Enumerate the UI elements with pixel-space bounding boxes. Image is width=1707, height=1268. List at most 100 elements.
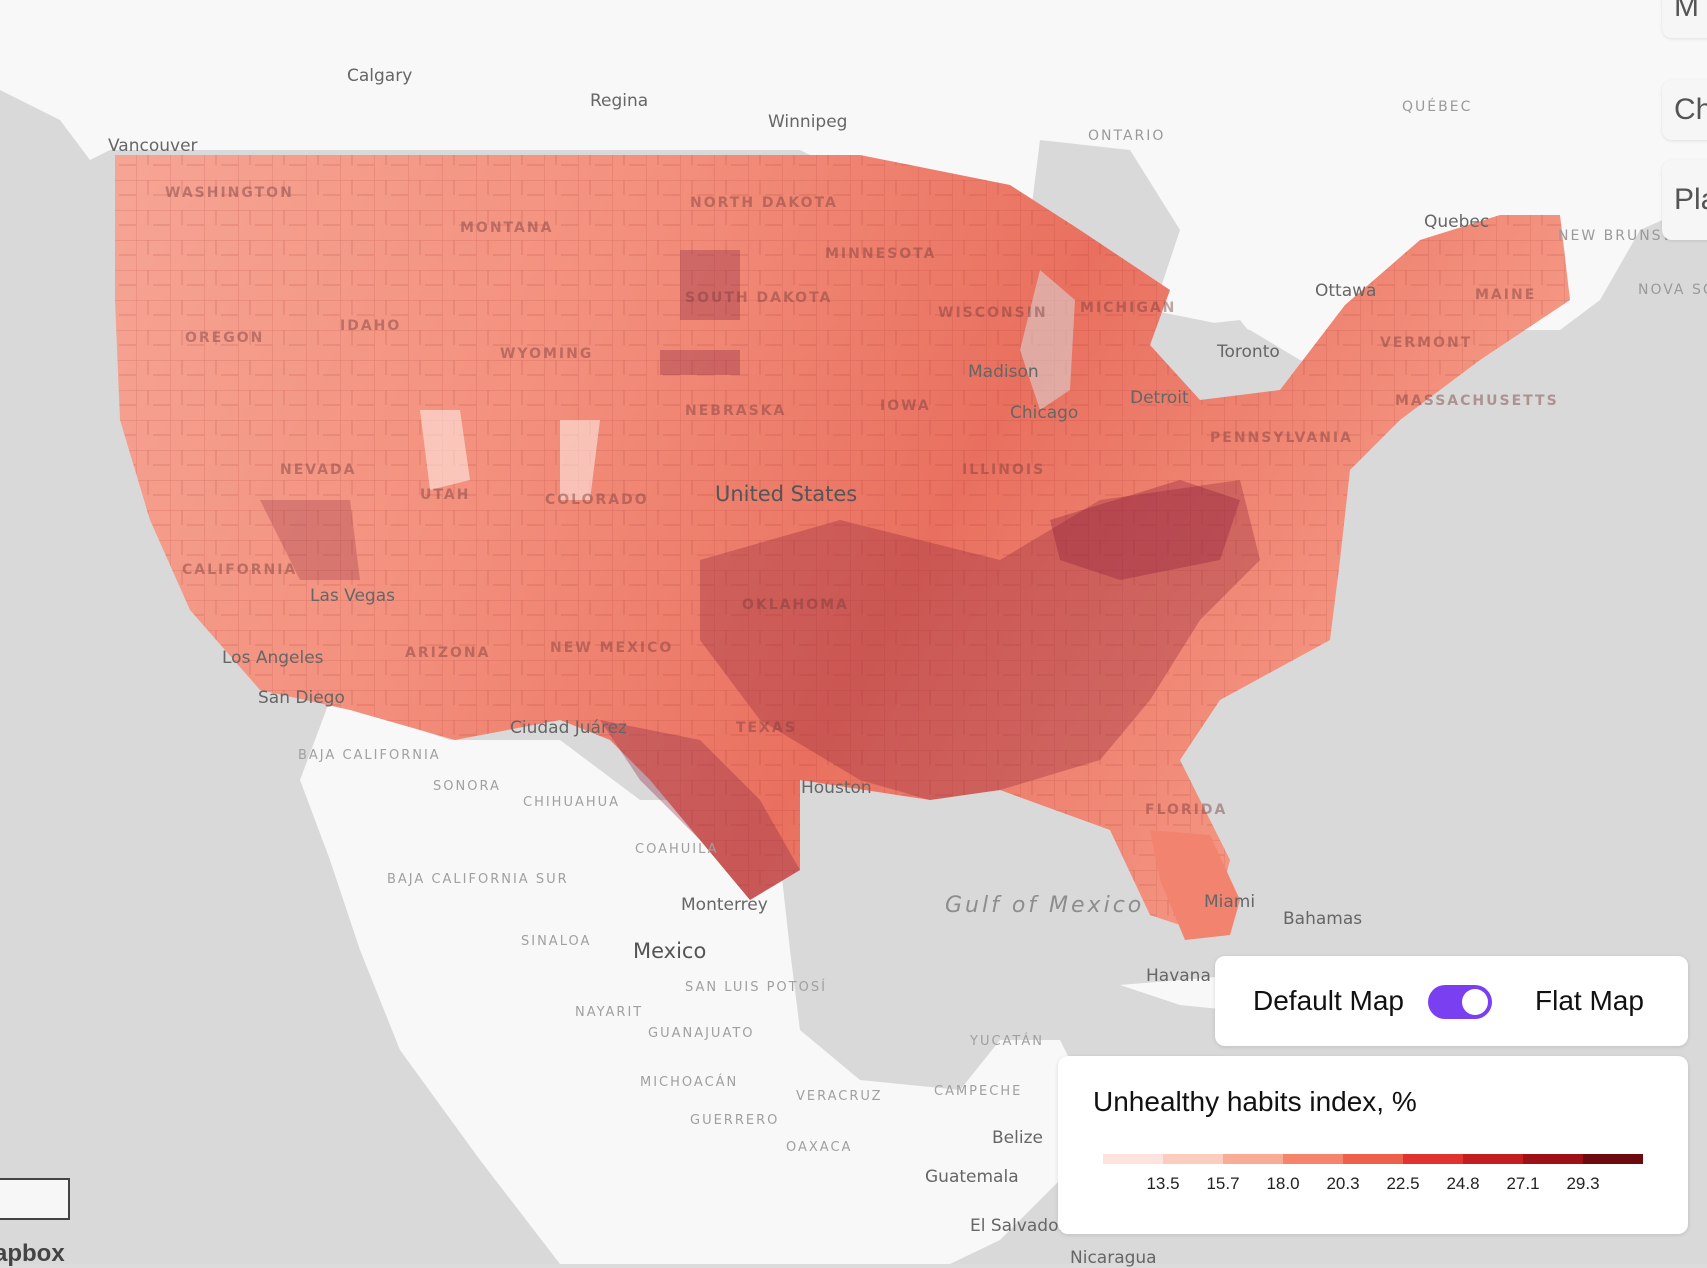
hotspot-dakota [660, 250, 740, 375]
legend-tick-label: 24.8 [1446, 1174, 1480, 1193]
map-label: WASHINGTON [165, 185, 294, 201]
map-label: MICHOACÁN [640, 1075, 739, 1090]
map-label: Guatemala [925, 1167, 1019, 1187]
legend-swatch [1583, 1154, 1643, 1164]
map-label: MAINE [1475, 287, 1537, 303]
legend-tick-label: 13.5 [1146, 1174, 1180, 1193]
map-label: BAJA CALIFORNIA [298, 748, 441, 763]
map-label: SONORA [433, 779, 501, 794]
light-utah-area [420, 410, 600, 500]
side-button-pla[interactable]: Pla [1662, 160, 1707, 240]
map-label: YUCATÁN [970, 1034, 1044, 1049]
legend-tick-label: 20.3 [1326, 1174, 1360, 1193]
map-label: COLORADO [545, 492, 649, 508]
map-label: NOVA SCOTIA [1638, 282, 1707, 298]
florida-peninsula [1150, 830, 1240, 940]
map-label: United States [715, 482, 858, 506]
mexico-land [300, 700, 1090, 1264]
map-label: Gulf of Mexico [945, 893, 1145, 918]
map-label: FLORIDA [1145, 802, 1228, 818]
switch-knob [1462, 989, 1488, 1015]
map-label: NORTH DAKOTA [690, 195, 838, 211]
map-label: ONTARIO [1088, 128, 1166, 144]
flat-map-label[interactable]: Flat Map [1535, 985, 1644, 1016]
map-label: CALIFORNIA [182, 562, 298, 578]
legend-swatch [1223, 1154, 1283, 1164]
side-button-label: M [1674, 0, 1699, 23]
map-label: Vancouver [108, 136, 198, 156]
map-label: Madison [968, 362, 1039, 382]
map-label: WYOMING [500, 346, 594, 362]
legend: Unhealthy habits index, % 13.5 15.7 18.0 20… [1058, 1056, 1688, 1234]
map-label: OKLAHOMA [742, 597, 849, 613]
side-button-ch[interactable]: Ch [1662, 80, 1707, 140]
legend-swatch [1283, 1154, 1343, 1164]
map-label: IOWA [880, 398, 931, 414]
map-label: Los Angeles [222, 648, 324, 668]
map-label: Havana [1146, 966, 1211, 986]
map-label: CHIHUAHUA [523, 795, 621, 810]
legend-tick-label: 22.5 [1386, 1174, 1420, 1193]
great-lakes [1030, 140, 1260, 360]
legend-swatch [1403, 1154, 1463, 1164]
map-label: SOUTH DAKOTA [685, 290, 833, 306]
map-label: Miami [1204, 892, 1256, 912]
map-label: TEXAS [736, 720, 797, 736]
us-county-grid [115, 155, 1570, 935]
map-label: ARIZONA [405, 645, 491, 661]
hotspot-texas-border [600, 720, 800, 900]
hotspot-south [700, 480, 1260, 800]
map-label: QUÉBEC [1402, 99, 1473, 115]
map-label: San Diego [258, 688, 345, 708]
side-button-label: Ch [1674, 93, 1707, 126]
map-label: VERACRUZ [796, 1089, 883, 1104]
map-label: NEBRASKA [685, 403, 787, 419]
map-label: VERMONT [1380, 335, 1473, 351]
legend-swatch [1343, 1154, 1403, 1164]
map-label: SAN LUIS POTOSÍ [685, 980, 827, 995]
map-label: Ciudad Juárez [510, 718, 627, 738]
legend-swatch [1463, 1154, 1523, 1164]
legend-tick-label: 27.1 [1506, 1174, 1540, 1193]
legend-color-scale [1103, 1154, 1643, 1164]
legend-tick-label: 15.7 [1206, 1174, 1240, 1193]
map-label: MICHIGAN [1080, 300, 1177, 316]
canada-land [0, 0, 1707, 380]
map-label: Winnipeg [768, 112, 848, 132]
map-label: WISCONSIN [938, 305, 1048, 321]
map-label: IDAHO [340, 318, 402, 334]
map-label: UTAH [420, 487, 471, 503]
legend-tick-label: 18.0 [1266, 1174, 1300, 1193]
map-label: NEW MEXICO [550, 640, 674, 656]
legend-swatch [1103, 1154, 1163, 1164]
map-label: CAMPECHE [934, 1084, 1023, 1099]
map-label: NEVADA [280, 462, 357, 478]
mapbox-logo[interactable]: apbox [0, 1240, 65, 1267]
map-label: OAXACA [786, 1140, 853, 1155]
hotspot-nevada [260, 500, 360, 580]
map-label: SINALOA [521, 934, 592, 949]
map-label: MONTANA [460, 220, 554, 236]
side-button-label: Pla [1674, 183, 1707, 216]
map-label: OREGON [185, 330, 265, 346]
map-label: Detroit [1130, 388, 1189, 408]
map-label: GUERRERO [690, 1113, 780, 1128]
map-label: El Salvador [970, 1216, 1066, 1236]
default-map-label[interactable]: Default Map [1253, 985, 1404, 1016]
map-label: MINNESOTA [825, 246, 937, 262]
side-button-m[interactable]: M [1662, 0, 1707, 38]
hotspot-appalachia [1050, 480, 1240, 580]
map-label: MASSACHUSETTS [1395, 393, 1559, 409]
map-label: Chicago [1010, 403, 1079, 423]
map-label: NAYARIT [575, 1005, 644, 1020]
map-style-switch[interactable] [1428, 985, 1492, 1019]
map-label: Bahamas [1283, 909, 1363, 929]
map-label: Quebec [1424, 212, 1490, 232]
legend-tick-label: 29.3 [1566, 1174, 1600, 1193]
map-label: BAJA CALIFORNIA SUR [387, 872, 569, 887]
map-label: Mexico [633, 939, 707, 963]
legend-title: Unhealthy habits index, % [1093, 1086, 1417, 1117]
map-label: Regina [590, 91, 649, 111]
map-label: Nicaragua [1070, 1248, 1157, 1268]
